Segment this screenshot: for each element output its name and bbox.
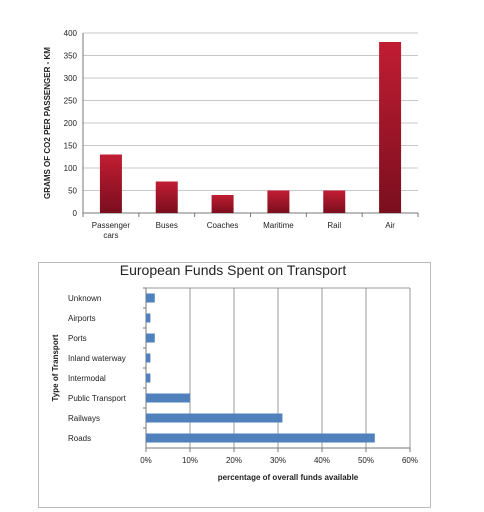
c2-bar — [146, 413, 283, 423]
c2-bar — [146, 293, 155, 303]
c1-bar — [323, 190, 346, 213]
c2-y-tick-label: Unknown — [68, 294, 101, 303]
c1-x-tick-label: Rail — [327, 221, 341, 230]
c2-bar — [146, 353, 151, 363]
c2-chart-title: European Funds Spent on Transport — [120, 262, 347, 278]
c1-x-tick-label: Coaches — [207, 221, 239, 230]
c1-x-tick-label: Passenger — [92, 221, 131, 230]
c2-tick-labels: 0% 10% 20% 30% 40% 50% 60% Unknown Airports Ports… — [68, 294, 418, 465]
c2-gridlines — [143, 287, 411, 452]
c2-x-tick-label: 30% — [270, 456, 286, 465]
c1-y-tick-label: 400 — [64, 29, 78, 38]
c2-y-tick-label: Airports — [68, 314, 96, 323]
c1-y-tick-label: 50 — [68, 187, 77, 196]
c1-x-tick-label: Buses — [156, 221, 178, 230]
c1-y-tick-label: 350 — [64, 52, 78, 61]
c2-y-axis-label: Type of Transport — [51, 334, 60, 401]
c1-bar — [379, 42, 402, 213]
c2-frame — [38, 262, 431, 508]
c2-y-tick-label: Intermodal — [68, 374, 106, 383]
c2-x-tick-label: 60% — [402, 456, 418, 465]
c2-y-tick-label: Railways — [68, 414, 100, 423]
c1-y-tick-label: 150 — [64, 142, 78, 151]
c1-bar — [155, 181, 178, 213]
c2-x-tick-label: 10% — [182, 456, 198, 465]
c2-x-tick-label: 20% — [226, 456, 242, 465]
c2-bar — [146, 373, 151, 383]
c1-gridlines — [82, 32, 419, 217]
c1-y-tick-label: 300 — [64, 74, 78, 83]
c1-bar — [267, 190, 290, 213]
c2-y-tick-label: Ports — [68, 334, 87, 343]
c1-x-tick-label: Air — [385, 221, 395, 230]
c1-y-axis-label: GRAMS OF CO2 PER PASSENGER - KM — [43, 47, 52, 199]
c1-y-tick-label: 0 — [73, 209, 78, 218]
c1-y-tick-label: 100 — [64, 164, 78, 173]
c1-x-tick-label: cars — [103, 231, 118, 240]
c2-bar — [146, 433, 375, 443]
c2-bar — [146, 393, 190, 403]
c1-bars — [99, 42, 402, 213]
c2-x-tick-label: 50% — [358, 456, 374, 465]
c1-bar — [211, 195, 234, 213]
c2-y-tick-label: Roads — [68, 434, 91, 443]
c2-bar — [146, 333, 155, 343]
c2-bar — [146, 313, 151, 323]
c1-y-tick-label: 250 — [64, 97, 78, 106]
c2-x-tick-label: 40% — [314, 456, 330, 465]
c2-x-tick-label: 0% — [140, 456, 152, 465]
c1-bar — [99, 154, 122, 213]
c1-y-tick-label: 200 — [64, 119, 78, 128]
c2-y-tick-label: Public Transport — [68, 394, 127, 403]
c2-y-tick-label: Inland waterway — [68, 354, 126, 363]
funds-bar-chart: European Funds Spent on Transport 0% 10% 2… — [38, 262, 431, 508]
c1-x-tick-label: Maritime — [263, 221, 294, 230]
c2-chart-border — [38, 262, 431, 508]
c2-x-axis-label: percentage of overall funds available — [218, 473, 359, 482]
c2-bars — [146, 293, 375, 443]
